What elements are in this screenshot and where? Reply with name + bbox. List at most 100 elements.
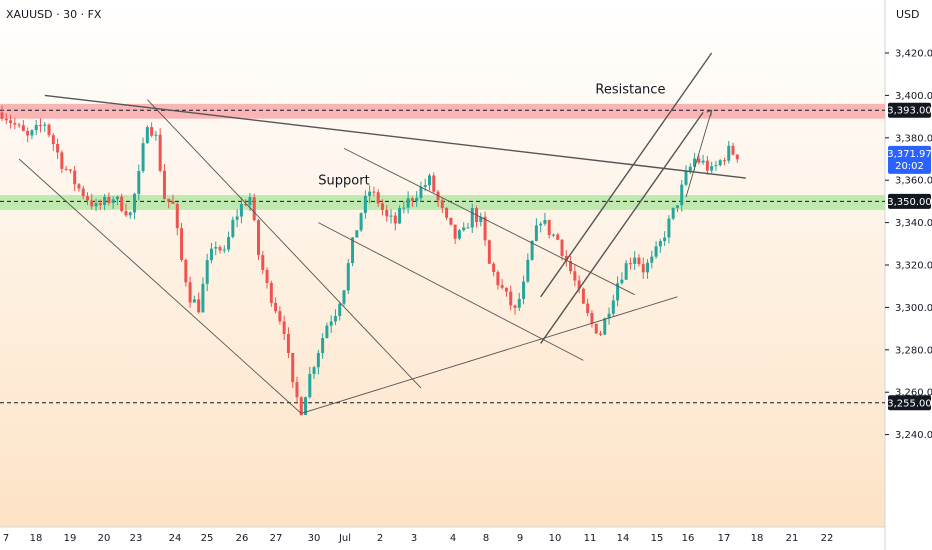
- candle-up: [368, 191, 372, 197]
- candle-down: [581, 288, 585, 304]
- candle-down: [81, 188, 85, 197]
- candle-up: [526, 259, 530, 282]
- candle-up: [329, 321, 333, 326]
- y-tick-label: 3,320.00: [895, 261, 932, 272]
- candle-up: [209, 248, 213, 261]
- candle-down: [705, 160, 709, 171]
- candle-up: [351, 237, 355, 264]
- candle-up: [470, 208, 474, 228]
- trendline[interactable]: [318, 222, 584, 361]
- x-tick-label: 15: [651, 533, 664, 544]
- candle-up: [137, 171, 141, 194]
- candle-up: [304, 397, 308, 416]
- candle-up: [654, 246, 658, 257]
- candle-down: [171, 201, 175, 204]
- current-price-label: 3,371.97: [887, 149, 932, 160]
- candle-up: [457, 230, 461, 239]
- candle-down: [167, 198, 171, 202]
- x-tick-label: 9: [517, 533, 523, 544]
- candle-down: [483, 216, 487, 241]
- currency-label[interactable]: USD: [896, 8, 920, 21]
- candle-down: [628, 263, 632, 265]
- y-tick-label: 3,280.00: [895, 345, 932, 356]
- candle-down: [9, 120, 13, 124]
- candle-down: [641, 264, 645, 273]
- candle-down: [487, 240, 491, 264]
- level-price-label: 3,255.00: [887, 398, 932, 409]
- candle-down: [577, 280, 581, 289]
- candle-down: [286, 334, 290, 353]
- x-tick-label: 7: [3, 533, 9, 544]
- x-tick-label: 27: [270, 533, 283, 544]
- candle-down: [560, 239, 564, 256]
- candle-up: [667, 218, 671, 238]
- candle-down: [445, 207, 449, 218]
- candle-down: [440, 200, 444, 208]
- candle-up: [603, 318, 607, 335]
- candle-up: [325, 325, 329, 339]
- y-tick-label: 3,300.00: [895, 303, 932, 314]
- candle-down: [26, 130, 30, 136]
- candle-up: [428, 175, 431, 186]
- candle-down: [252, 197, 256, 221]
- x-tick-label: 25: [201, 533, 214, 544]
- candle-down: [299, 397, 303, 416]
- candle-up: [620, 279, 624, 284]
- candle-down: [492, 263, 496, 273]
- candle-down: [107, 196, 111, 203]
- candle-up: [321, 338, 325, 354]
- candle-down: [257, 220, 260, 256]
- trendline[interactable]: [147, 99, 422, 389]
- x-tick-label: 26: [236, 533, 249, 544]
- candle-up: [658, 241, 662, 247]
- candle-down: [90, 200, 94, 207]
- candle-down: [162, 170, 166, 199]
- candle-down: [269, 282, 273, 303]
- candle-down: [73, 170, 77, 185]
- candle-up: [227, 236, 231, 250]
- trendline[interactable]: [301, 296, 678, 414]
- candle-down: [86, 196, 89, 201]
- candle-up: [466, 227, 470, 229]
- candle-down: [4, 118, 8, 121]
- candle-up: [479, 216, 483, 223]
- candle-up: [714, 165, 718, 167]
- candle-down: [98, 203, 102, 205]
- candle-down: [569, 261, 573, 272]
- trendline[interactable]: [685, 110, 713, 198]
- level-price-label: 3,350.00: [887, 197, 932, 208]
- candle-up: [359, 213, 363, 231]
- symbol-header[interactable]: XAUUSD · 30 · FX: [6, 8, 102, 21]
- candle-up: [115, 196, 119, 200]
- price-axis-background[interactable]: [885, 0, 932, 527]
- candle-down: [0, 112, 4, 119]
- x-tick-label: 30: [308, 533, 321, 544]
- trendline[interactable]: [343, 147, 635, 296]
- candle-down: [410, 198, 414, 201]
- candle-down: [21, 125, 25, 131]
- candle-up: [94, 203, 98, 207]
- candle-up: [308, 373, 312, 398]
- trendline[interactable]: [540, 111, 704, 344]
- candle-down: [731, 145, 735, 155]
- x-tick-label: 18: [751, 533, 764, 544]
- candle-down: [265, 270, 269, 283]
- candle-up: [415, 197, 419, 201]
- trendline[interactable]: [44, 94, 746, 179]
- time-axis-background[interactable]: [0, 527, 932, 550]
- candle-up: [423, 185, 427, 187]
- candle-up: [346, 263, 350, 291]
- candle-up: [646, 262, 650, 273]
- trendline[interactable]: [18, 158, 302, 414]
- y-tick-label: 3,380.00: [895, 133, 932, 144]
- candle-up: [671, 207, 675, 219]
- candle-up: [222, 249, 226, 251]
- candle-up: [624, 263, 628, 280]
- trendline[interactable]: [540, 52, 713, 298]
- candle-down: [150, 127, 154, 136]
- candle-down: [564, 255, 568, 262]
- candle-up: [111, 199, 115, 203]
- projection-arrow-icon: [706, 109, 713, 117]
